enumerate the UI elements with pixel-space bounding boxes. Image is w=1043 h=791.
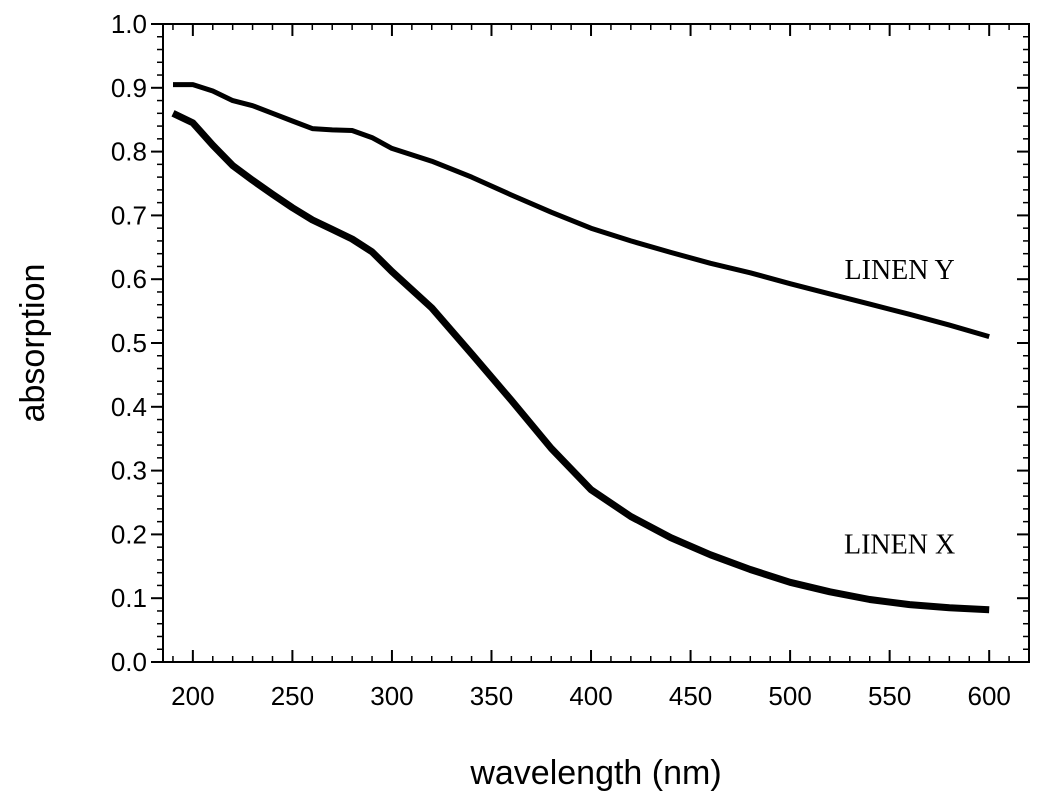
x-tick-label: 600	[967, 681, 1010, 711]
series-line-linen-x	[171, 110, 990, 614]
x-tick-label: 350	[470, 681, 513, 711]
y-tick-label: 0.7	[111, 200, 147, 230]
y-tick-label: 0.4	[111, 392, 147, 422]
x-tick-label: 450	[669, 681, 712, 711]
y-axis-title: absorption	[14, 264, 52, 423]
axis-ticks	[151, 23, 1030, 663]
x-tick-label: 250	[271, 681, 314, 711]
x-tick-label: 200	[171, 681, 214, 711]
y-tick-label: 1.0	[111, 9, 147, 39]
series-annotations: LINEN Y LINEN X	[844, 255, 955, 560]
x-tick-label: 300	[370, 681, 413, 711]
x-tick-label: 500	[768, 681, 811, 711]
y-tick-label: 0.5	[111, 328, 147, 358]
series-label-linen-y: LINEN Y	[845, 255, 955, 286]
series-lines	[171, 82, 990, 614]
series-line-linen-y	[173, 82, 990, 340]
y-tick-label: 0.0	[111, 647, 147, 677]
y-tick-label: 0.9	[111, 73, 147, 103]
y-tick-label: 0.8	[111, 137, 147, 167]
x-tick-label: 550	[868, 681, 911, 711]
tick-labels: 200 250 300 350 400 450 500 550 600 0.0 0.1 0.2 0.3 0…	[111, 9, 1011, 711]
series-label-linen-x: LINEN X	[844, 530, 955, 561]
y-tick-label: 0.2	[111, 519, 147, 549]
y-tick-label: 0.3	[111, 456, 147, 486]
y-tick-label: 0.6	[111, 264, 147, 294]
x-axis-title: wavelength (nm)	[469, 754, 721, 791]
y-tick-label: 0.1	[111, 583, 147, 613]
x-tick-label: 400	[569, 681, 612, 711]
